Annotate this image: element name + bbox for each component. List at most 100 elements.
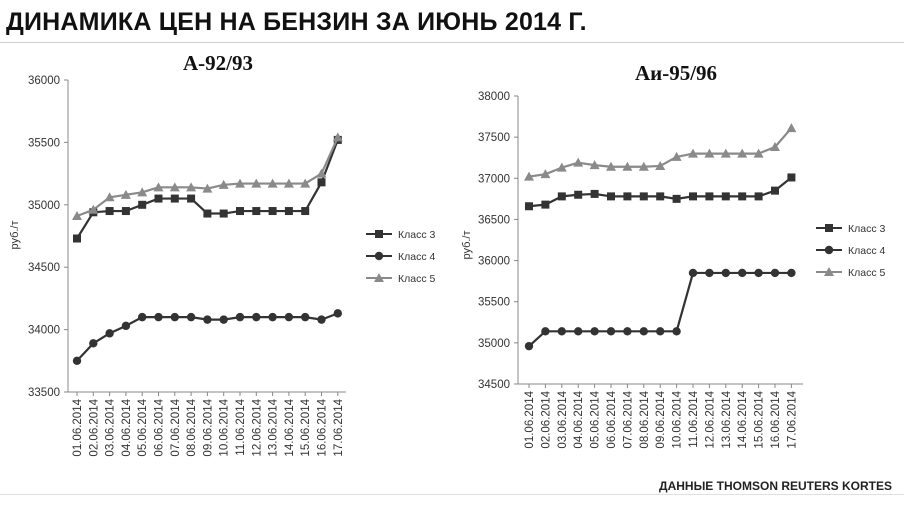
title-divider	[0, 42, 904, 43]
chart-2-legend-label-1: Класс 3	[848, 223, 886, 235]
chart-2-series-3-point	[770, 142, 780, 152]
chart-1-series-2-point	[219, 315, 228, 324]
chart-2-series-3-point	[671, 151, 682, 161]
chart-2-x-tick-label: 07.06.2014	[622, 390, 634, 448]
chart-1-series-1-point	[317, 178, 326, 187]
chart-2-series-3-point	[688, 148, 698, 158]
chart-2-x-tick-label: 01.06.2014	[524, 390, 536, 448]
chart-1-series-line-3	[76, 136, 339, 218]
chart-2-series-3-point	[720, 148, 731, 158]
chart-1-series-2-point	[170, 312, 179, 322]
chart-2-x-tick-label: 12.06.2014	[704, 390, 716, 448]
chart-1-x-tick-label: 07.06.2014	[170, 398, 182, 456]
chart-2-series-3-point	[556, 162, 567, 172]
chart-2-y-tick-label: 37000	[478, 173, 510, 185]
chart-2-y-tick-label: 35000	[478, 338, 510, 350]
chart-2-legend-label-3: Класс 5	[848, 267, 886, 279]
chart-1-x-tick-label: 17.06.2014	[333, 398, 345, 456]
chart-1-x-tick-label: 13.06.2014	[268, 398, 280, 456]
chart-1-series-3-point	[300, 178, 311, 188]
chart-2-series-1-point	[787, 173, 796, 182]
chart-1-series-3-point	[218, 179, 229, 189]
chart-2-series-3-point	[540, 169, 551, 179]
chart-2-series-3-point	[753, 148, 764, 158]
chart-1-series-1-point	[284, 207, 293, 216]
chart-2-series-1-point	[557, 192, 566, 201]
chart-2-series-2-point	[705, 268, 714, 278]
chart-2-series-2-point	[574, 327, 583, 336]
chart-1-legend-marker-1	[375, 230, 383, 238]
chart-1-series-2-point	[138, 312, 147, 322]
chart-2-x-tick-label: 03.06.2014	[557, 390, 569, 448]
chart-1-series-1-point	[219, 209, 228, 218]
chart-2-x-tick-label: 13.06.2014	[721, 390, 733, 448]
chart-2-series-1-point	[705, 192, 714, 201]
chart-1-series-2-point	[268, 312, 277, 322]
chart-2-series-1-point	[771, 186, 779, 195]
chart-1-series-3-point	[153, 182, 164, 192]
chart-2-series-3-point	[606, 161, 616, 171]
chart-1-series-3-point	[137, 187, 148, 197]
chart-2-series-1-point	[689, 192, 697, 201]
chart-2-legend-marker-1	[825, 224, 833, 232]
chart-1-y-tick-label: 33500	[28, 387, 60, 399]
chart-2-legend-marker-2	[824, 245, 834, 255]
chart-2-series-2-point	[787, 268, 796, 278]
chart-1-series-1-point	[121, 207, 130, 216]
chart-2-title: Аи-95/96	[635, 61, 717, 85]
chart-1-x-tick-label: 10.06.2014	[219, 398, 231, 456]
chart-2-x-tick-label: 15.06.2014	[754, 390, 766, 448]
chart-1-legend-marker-2	[374, 251, 384, 261]
chart-2-series-2-point	[639, 327, 648, 336]
chart-2-y-tick-label: 36000	[478, 256, 510, 268]
page-title: ДИНАМИКА ЦЕН НА БЕНЗИН ЗА ИЮНЬ 2014 Г.	[6, 8, 587, 36]
chart-1-series-3-point	[251, 178, 262, 188]
chart-2-series-2-point	[721, 268, 730, 278]
chart-2-x-tick-label: 09.06.2014	[655, 390, 667, 448]
chart-1-series-2-point	[72, 356, 82, 365]
chart-1-series-3-point	[235, 178, 245, 188]
chart-1-y-axis-label: руб./т	[9, 220, 21, 249]
chart-1-series-2-point	[284, 312, 294, 322]
chart-1-x-tick-label: 04.06.2014	[121, 398, 133, 456]
chart-1-x-tick-label: 02.06.2014	[88, 398, 100, 456]
chart-2-series-2-point	[606, 327, 616, 336]
chart-2-series-2-point	[688, 268, 698, 278]
chart-1-series-1-point	[252, 207, 261, 216]
chart-2-series-1-point	[590, 189, 599, 198]
chart-1-series-2-point	[186, 312, 196, 322]
chart-1-x-tick-label: 08.06.2014	[186, 398, 198, 456]
chart-1-legend-label-1: Класс 3	[398, 229, 436, 241]
chart-2-series-2-point	[738, 268, 747, 278]
chart-1-series-2-point	[317, 315, 326, 324]
chart-1-x-tick-label: 09.06.2014	[202, 398, 214, 456]
chart-1-y-tick-label: 36000	[28, 75, 60, 87]
chart-1-series-3-point	[120, 189, 131, 199]
chart-2-series-1-point	[754, 192, 763, 201]
chart-2-y-tick-label: 36500	[478, 214, 510, 226]
chart-1-series-1-point	[236, 207, 244, 216]
chart-2-series-1-point	[574, 190, 583, 199]
chart-1-legend-label-2: Класс 4	[398, 251, 436, 263]
chart-2-x-tick-label: 04.06.2014	[573, 390, 585, 448]
chart-1-series-1-point	[105, 207, 114, 216]
chart-1-series-2-point	[121, 321, 131, 331]
chart-1-y-tick-label: 34500	[28, 262, 60, 274]
chart-2-y-tick-label: 34500	[478, 379, 510, 391]
chart-1-x-tick-label: 11.06.2014	[235, 398, 247, 455]
chart-2-x-tick-label: 14.06.2014	[737, 390, 749, 448]
chart-1-series-3-point	[72, 211, 82, 221]
chart-1-series-1-point	[187, 194, 196, 203]
chart-2-series-1-point	[721, 192, 730, 201]
chart-1-x-tick-label: 05.06.2014	[137, 398, 149, 456]
chart-2-series-1-point	[525, 202, 533, 211]
chart-1-series-3-point	[104, 192, 115, 202]
chart-2-series-2-point	[754, 268, 763, 278]
chart-1-series-2-point	[105, 329, 114, 338]
chart-2-series-1-point	[656, 192, 665, 201]
chart-2-series-1-point	[738, 192, 747, 201]
footer-divider	[0, 494, 904, 495]
chart-1-series-3-point	[169, 182, 180, 192]
chart-1-legend-label-3: Класс 5	[398, 273, 436, 285]
chart-2-series-3-point	[573, 157, 584, 167]
